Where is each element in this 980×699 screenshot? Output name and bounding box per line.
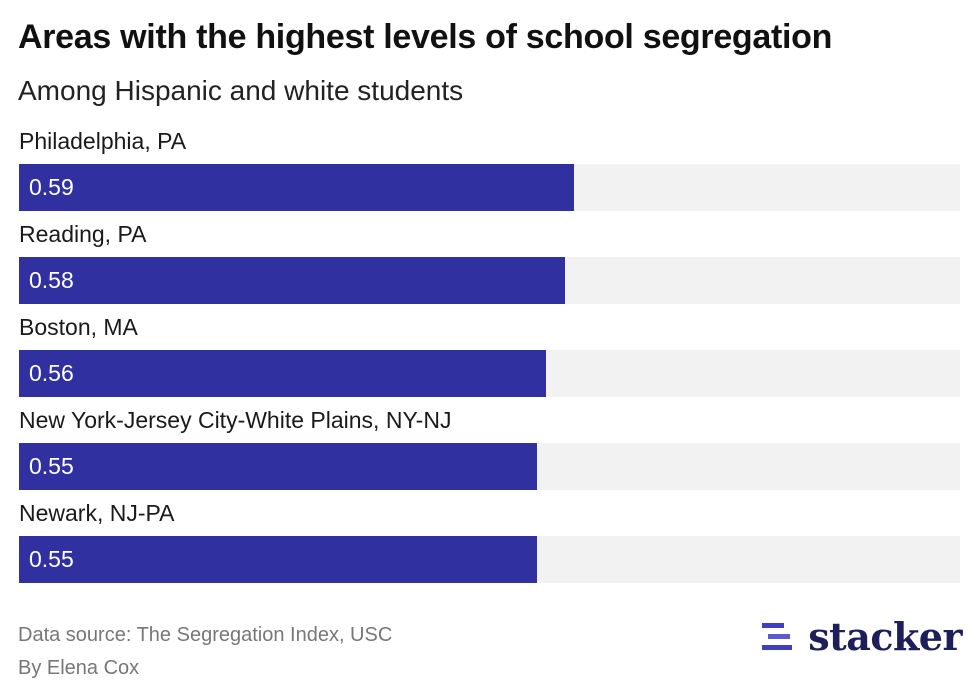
category-label: New York-Jersey City-White Plains, NY-NJ: [19, 407, 452, 433]
bar-track: 0.56: [19, 350, 960, 397]
bar: 0.55: [19, 443, 537, 490]
bar-row: Newark, NJ-PA 0.55: [19, 498, 960, 591]
category-label: Reading, PA: [19, 221, 147, 247]
byline: By Elena Cox: [18, 657, 140, 679]
data-label: 0.55: [29, 453, 74, 479]
chart-title: Areas with the highest levels of school …: [18, 18, 833, 56]
bar-track: 0.55: [19, 536, 960, 583]
data-label: 0.55: [29, 546, 74, 572]
bar-row: New York-Jersey City-White Plains, NY-NJ…: [19, 405, 960, 498]
category-label: Boston, MA: [19, 314, 138, 340]
category-label: Philadelphia, PA: [19, 128, 187, 154]
bar-track: 0.59: [19, 164, 960, 211]
bar-chart: Philadelphia, PA 0.59 Reading, PA 0.58 Bosto…: [19, 126, 960, 591]
data-label: 0.56: [29, 360, 74, 386]
chart-subtitle: Among Hispanic and white students: [18, 75, 464, 106]
stacker-logo: stacker: [762, 614, 962, 659]
bar-track: 0.58: [19, 257, 960, 304]
bar-track: 0.55: [19, 443, 960, 490]
data-label: 0.59: [29, 174, 74, 200]
stacker-lines-icon: [762, 622, 793, 650]
category-label: Newark, NJ-PA: [19, 500, 175, 526]
bar-row: Reading, PA 0.58: [19, 219, 960, 312]
bar-row: Boston, MA 0.56: [19, 312, 960, 405]
bar: 0.59: [19, 164, 574, 211]
bar: 0.58: [19, 257, 565, 304]
bar: 0.55: [19, 536, 537, 583]
bar-row: Philadelphia, PA 0.59: [19, 126, 960, 219]
bar: 0.56: [19, 350, 546, 397]
data-source: Data source: The Segregation Index, USC: [18, 624, 393, 646]
logo-text: stacker: [808, 614, 962, 659]
data-label: 0.58: [29, 267, 74, 293]
